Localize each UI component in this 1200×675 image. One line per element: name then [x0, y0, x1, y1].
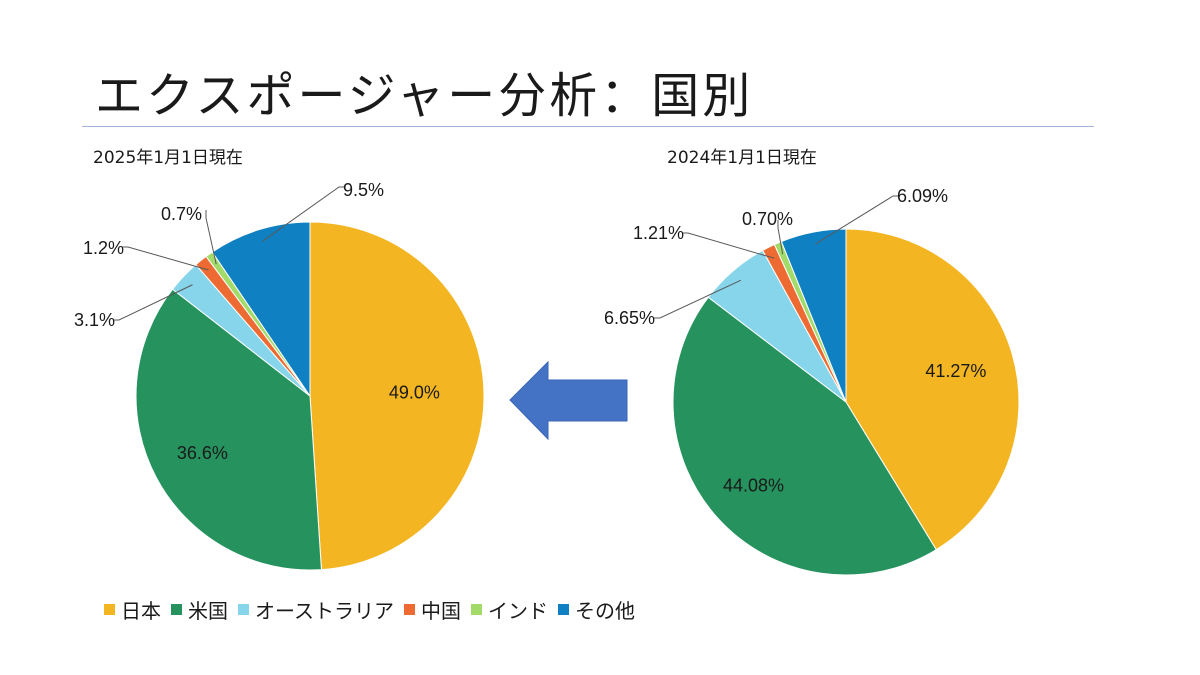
- data-label-india: 0.70%: [742, 209, 793, 229]
- pie-slice-usa: [672, 296, 937, 576]
- arrow-left-icon: [509, 360, 628, 441]
- pie-chart-2025: 2025年1月1日現在 49.0% 36.6% 3.1% 1.2% 0.7% 9…: [74, 148, 485, 571]
- legend-swatch-other: [558, 604, 569, 615]
- legend: 日本 米国 オーストラリア 中国 インド その他: [104, 595, 639, 624]
- legend-item-china: 中国: [404, 595, 461, 624]
- legend-item-india: インド: [471, 595, 548, 624]
- legend-label-other: その他: [575, 599, 635, 623]
- pie-slice-usa: [135, 288, 322, 571]
- pie-chart-2024: 2024年1月1日現在 41.27% 44.08% 6.65% 1.21% 0.…: [604, 148, 1020, 576]
- data-label-other: 6.09%: [897, 186, 948, 206]
- leader-line-china: [682, 232, 775, 259]
- leaders-2024: [654, 195, 899, 319]
- data-label-india: 0.7%: [161, 204, 202, 224]
- leaders-2025: [113, 186, 345, 321]
- legend-label-japan: 日本: [121, 599, 161, 623]
- leader-line-india: [205, 210, 217, 265]
- pie-slice-japan: [845, 228, 1020, 551]
- data-label-usa: 44.08%: [723, 475, 784, 495]
- chart-title-2025: 2025年1月1日現在: [93, 148, 243, 168]
- data-label-other: 9.5%: [343, 180, 384, 200]
- leader-line-australia: [654, 279, 742, 319]
- legend-label-china: 中国: [421, 599, 461, 623]
- legend-item-japan: 日本: [104, 595, 161, 624]
- legend-swatch-india: [471, 604, 482, 615]
- legend-label-australia: オーストラリア: [255, 599, 394, 623]
- legend-item-usa: 米国: [171, 595, 228, 624]
- legend-label-usa: 米国: [188, 599, 228, 623]
- chart-title-2024: 2024年1月1日現在: [667, 148, 817, 168]
- pie-slice-japan: [309, 221, 485, 571]
- legend-label-india: インド: [488, 599, 548, 623]
- data-label-china: 1.21%: [633, 223, 684, 243]
- data-label-china: 1.2%: [83, 238, 124, 258]
- leader-line-other: [262, 186, 345, 242]
- title-divider: [82, 126, 1094, 127]
- legend-item-other: その他: [558, 595, 635, 624]
- slices-2024: [672, 228, 1020, 576]
- legend-swatch-japan: [104, 604, 115, 615]
- data-label-japan: 49.0%: [389, 383, 440, 403]
- leader-line-india: [777, 220, 784, 255]
- leader-line-australia: [113, 284, 193, 321]
- slide-title: エクスポージャー分析：国別: [95, 68, 754, 124]
- leader-line-china: [122, 246, 209, 271]
- pie-slice-other: [780, 228, 847, 403]
- data-label-usa: 36.6%: [177, 443, 228, 463]
- legend-swatch-china: [404, 604, 415, 615]
- leader-line-other: [815, 195, 899, 245]
- data-label-australia: 6.65%: [604, 308, 655, 328]
- legend-item-australia: オーストラリア: [238, 595, 394, 624]
- data-label-japan: 41.27%: [925, 361, 986, 381]
- legend-swatch-australia: [238, 604, 249, 615]
- pie-slice-other: [211, 221, 311, 398]
- data-label-australia: 3.1%: [74, 310, 115, 330]
- legend-swatch-usa: [171, 604, 182, 615]
- slices-2025: [135, 221, 485, 571]
